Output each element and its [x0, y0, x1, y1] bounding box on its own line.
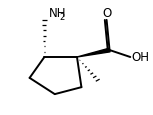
- Polygon shape: [77, 49, 110, 58]
- Text: O: O: [102, 7, 111, 20]
- Text: 2: 2: [60, 13, 65, 22]
- Text: OH: OH: [132, 51, 150, 64]
- Text: NH: NH: [49, 7, 66, 20]
